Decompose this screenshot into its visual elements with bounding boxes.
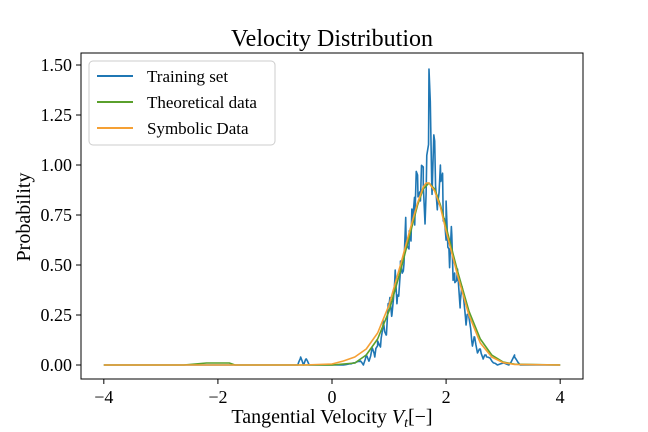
x-axis-label-main: Tangential Velocity [231,406,391,428]
x-axis: −4 −2 0 2 4 [94,379,565,407]
x-tick-label: 0 [328,387,337,407]
x-tick-label: 4 [556,387,565,407]
plot-area [103,68,561,366]
x-tick-label: 2 [442,387,451,407]
y-tick-label: 0.25 [41,305,73,325]
x-tick-label: −2 [208,387,227,407]
chart-title: Velocity Distribution [231,26,433,52]
y-tick-label: 0.00 [41,355,73,375]
x-axis-label-unit: [−] [408,406,433,428]
legend-label: Training set [147,67,228,86]
y-axis-label: Probability [13,173,35,262]
y-tick-label: 1.50 [41,55,73,75]
x-tick-label: −4 [94,387,113,407]
x-axis-label: Tangential Velocity Vt[−] [231,406,432,431]
y-tick-label: 1.25 [41,105,73,125]
x-axis-label-var: V [392,406,407,428]
legend: Training set Theoretical data Symbolic Dat… [88,60,276,146]
x-axis-label-sub: t [404,416,409,431]
legend-label: Symbolic Data [147,119,249,138]
y-tick-label: 0.50 [41,255,73,275]
y-axis: 0.00 0.25 0.50 0.75 1.00 1.25 1.50 [41,55,81,375]
y-tick-label: 1.00 [41,155,73,175]
legend-label: Theoretical data [147,93,257,112]
series-line-symbolic-data [103,182,561,366]
legend-box [88,60,276,146]
y-tick-label: 0.75 [41,205,73,225]
